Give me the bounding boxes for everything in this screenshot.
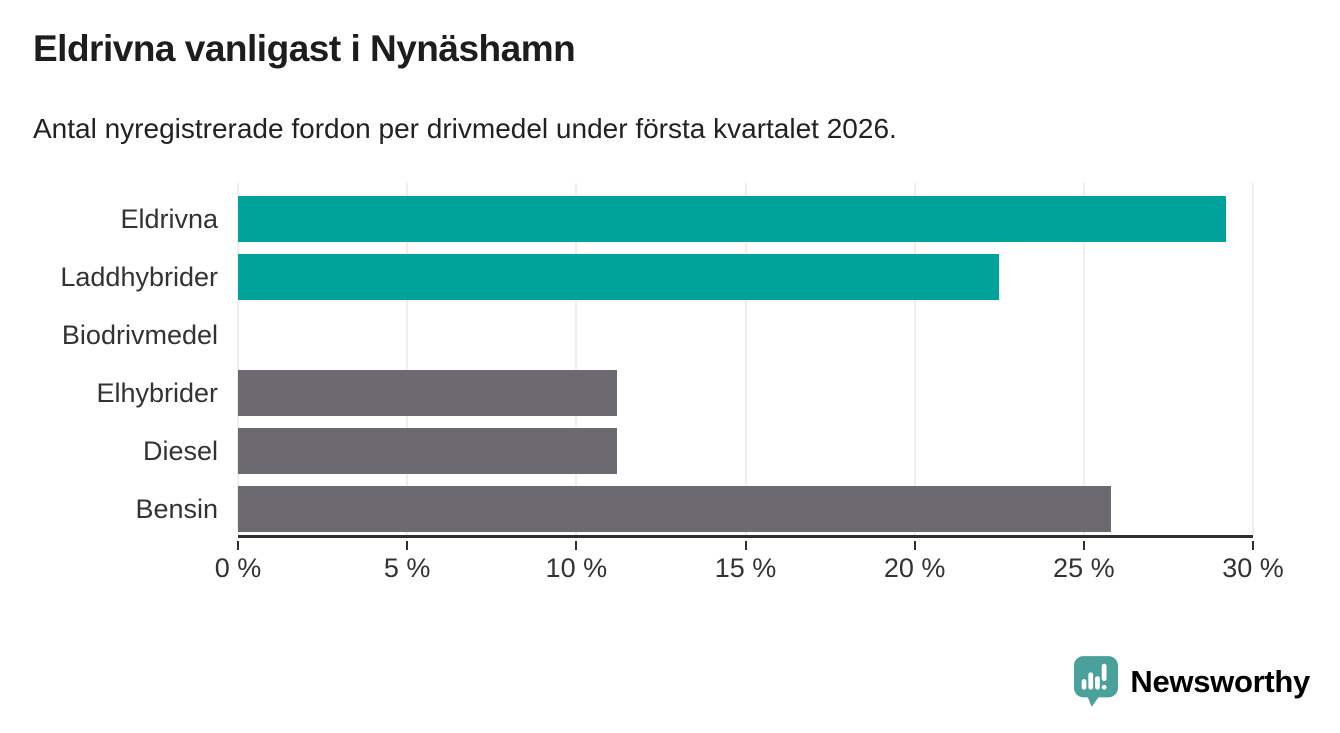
x-axis: 0 % 5 % 10 % 15 % 20 % 25 % 30 % — [215, 541, 1284, 589]
chart-subtitle: Antal nyregistrerade fordon per drivmede… — [33, 113, 897, 144]
x-axis-tick-label: 25 % — [1053, 553, 1115, 583]
x-axis-tick — [1252, 541, 1254, 550]
x-axis-tick-label: 15 % — [714, 553, 777, 583]
x-axis-tick-label: 10 % — [545, 553, 608, 583]
x-axis-tick-label: 20 % — [883, 553, 946, 583]
x-axis-tick — [1082, 541, 1085, 550]
y-axis-labels: Eldrivna Laddhybrider Biodrivmedel Elhybrid… — [0, 190, 218, 538]
plot-area — [237, 183, 1254, 538]
gridline — [406, 183, 408, 535]
gridline — [1083, 183, 1085, 535]
gridline — [745, 183, 746, 535]
bar-bensin — [238, 486, 1111, 532]
category-label: Bensin — [135, 494, 218, 524]
bar-eldrivna — [238, 196, 1226, 242]
newsworthy-logo: Newsworthy — [1073, 655, 1310, 708]
category-label: Biodrivmedel — [61, 320, 218, 350]
category-label: Eldrivna — [120, 204, 218, 234]
newsworthy-logo-icon — [1074, 656, 1119, 707]
gridline — [1252, 183, 1254, 535]
category-label: Diesel — [142, 436, 218, 466]
bar-diesel — [238, 428, 617, 474]
category-label: Elhybrider — [96, 378, 218, 408]
x-axis-tick-label: 0 % — [214, 553, 262, 583]
category-label: Laddhybrider — [60, 262, 218, 292]
gridline — [237, 183, 239, 535]
x-axis-tick — [575, 541, 578, 550]
gridline — [575, 183, 577, 535]
newsworthy-logo-text: Newsworthy — [1130, 663, 1310, 699]
bar-laddhybrider — [238, 254, 1000, 300]
x-axis-tick-label: 30 % — [1222, 553, 1284, 583]
gridline — [914, 183, 916, 535]
x-axis-tick — [237, 541, 239, 550]
chart-title: Eldrivna vanligast i Nynäshamn — [33, 28, 576, 69]
x-axis-tick — [913, 541, 916, 550]
bar-elhybrider — [238, 370, 617, 416]
x-axis-tick-label: 5 % — [383, 553, 431, 583]
x-axis-tick — [744, 541, 747, 550]
x-axis-tick — [406, 541, 409, 550]
